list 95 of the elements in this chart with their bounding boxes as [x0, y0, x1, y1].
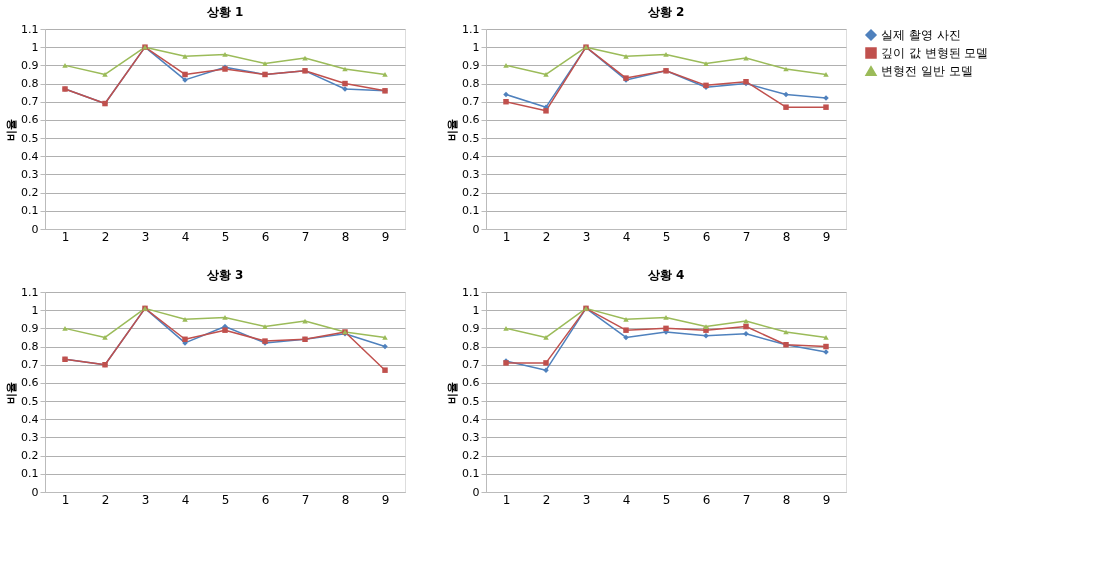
chart-title: 상황 1 [205, 5, 244, 19]
y-tick-label: 1 [31, 303, 39, 317]
y-tick-label: 0.2 [21, 186, 39, 200]
y-tick-label: 0 [472, 485, 480, 499]
y-tick-label: 0.5 [462, 394, 480, 408]
y-tick-label: 0.4 [462, 412, 480, 426]
x-tick-label: 4 [622, 492, 631, 507]
x-tick-label: 1 [61, 229, 70, 244]
x-tick-label: 7 [301, 492, 310, 507]
x-tick-label: 6 [702, 229, 711, 244]
x-tick-label: 5 [662, 492, 671, 507]
y-tick-label: 0.9 [21, 321, 39, 335]
y-tick-label: 0.5 [21, 394, 39, 408]
y-axis-title: 비율 [446, 381, 460, 404]
y-tick-label: 0 [31, 222, 39, 236]
legend-label: 깊이 값 변형된 모델 [881, 46, 989, 60]
y-tick-label: 0.9 [21, 58, 39, 72]
y-tick-label: 0.4 [462, 149, 480, 163]
x-tick-label: 2 [101, 492, 110, 507]
x-tick-label: 4 [622, 229, 631, 244]
x-tick-label: 6 [261, 229, 270, 244]
y-tick-label: 1.1 [21, 22, 39, 36]
x-tick-label: 5 [221, 492, 230, 507]
y-tick-label: 0.4 [21, 149, 39, 163]
y-tick-label: 0.1 [462, 467, 480, 481]
y-tick-label: 0.9 [462, 321, 480, 335]
y-tick-label: 0.3 [21, 430, 39, 444]
x-tick-label: 8 [341, 492, 350, 507]
y-axis-title: 비율 [5, 381, 19, 404]
x-tick-label: 5 [221, 229, 230, 244]
x-tick-label: 3 [582, 229, 591, 244]
y-tick-label: 1.1 [462, 285, 480, 299]
y-tick-label: 0.5 [21, 131, 39, 145]
chart-title: 상황 3 [205, 268, 244, 282]
y-tick-label: 0.1 [21, 204, 39, 218]
y-tick-label: 0.2 [21, 449, 39, 463]
x-tick-label: 6 [702, 492, 711, 507]
chart-title: 상황 4 [646, 268, 685, 282]
x-tick-label: 7 [742, 492, 751, 507]
x-tick-label: 2 [542, 229, 551, 244]
x-tick-label: 1 [61, 492, 70, 507]
x-tick-label: 5 [662, 229, 671, 244]
y-tick-label: 0.6 [462, 376, 480, 390]
x-tick-label: 1 [502, 492, 511, 507]
y-tick-label: 0.4 [21, 412, 39, 426]
x-tick-label: 8 [782, 229, 791, 244]
x-tick-label: 7 [742, 229, 751, 244]
x-tick-label: 9 [381, 492, 390, 507]
x-tick-label: 2 [542, 492, 551, 507]
x-tick-label: 4 [181, 229, 190, 244]
x-tick-label: 3 [141, 229, 150, 244]
y-tick-label: 1 [472, 303, 480, 317]
x-tick-label: 1 [502, 229, 511, 244]
y-tick-label: 0.8 [462, 77, 480, 91]
x-tick-label: 7 [301, 229, 310, 244]
y-tick-label: 0.7 [462, 95, 480, 109]
y-tick-label: 0.6 [462, 113, 480, 127]
y-tick-label: 0.7 [21, 358, 39, 372]
y-tick-label: 0.6 [21, 376, 39, 390]
y-tick-label: 0.3 [462, 430, 480, 444]
y-tick-label: 0.2 [462, 186, 480, 200]
y-tick-label: 0.8 [21, 340, 39, 354]
y-tick-label: 0.8 [462, 340, 480, 354]
y-tick-label: 0 [31, 485, 39, 499]
y-tick-label: 1 [472, 40, 480, 54]
legend-label: 실제 촬영 사진 [881, 28, 961, 42]
y-tick-label: 0.7 [462, 358, 480, 372]
y-tick-label: 0.7 [21, 95, 39, 109]
y-tick-label: 0.3 [21, 167, 39, 181]
y-axis-title: 비율 [446, 118, 460, 141]
y-tick-label: 1 [31, 40, 39, 54]
y-tick-label: 0.9 [462, 58, 480, 72]
x-tick-label: 9 [822, 229, 831, 244]
y-tick-label: 1.1 [21, 285, 39, 299]
x-tick-label: 4 [181, 492, 190, 507]
y-tick-label: 0.6 [21, 113, 39, 127]
y-tick-label: 0.1 [21, 467, 39, 481]
x-tick-label: 3 [582, 492, 591, 507]
y-tick-label: 1.1 [462, 22, 480, 36]
x-tick-label: 3 [141, 492, 150, 507]
x-tick-label: 2 [101, 229, 110, 244]
y-tick-label: 0.3 [462, 167, 480, 181]
y-tick-label: 0.8 [21, 77, 39, 91]
y-tick-label: 0.2 [462, 449, 480, 463]
chart-title: 상황 2 [646, 5, 685, 19]
x-tick-label: 9 [381, 229, 390, 244]
y-tick-label: 0.1 [462, 204, 480, 218]
x-tick-label: 8 [782, 492, 791, 507]
y-axis-title: 비율 [5, 118, 19, 141]
x-tick-label: 8 [341, 229, 350, 244]
y-tick-label: 0 [472, 222, 480, 236]
y-tick-label: 0.5 [462, 131, 480, 145]
x-tick-label: 9 [822, 492, 831, 507]
x-tick-label: 6 [261, 492, 270, 507]
legend-label: 변형전 일반 모델 [881, 64, 973, 78]
